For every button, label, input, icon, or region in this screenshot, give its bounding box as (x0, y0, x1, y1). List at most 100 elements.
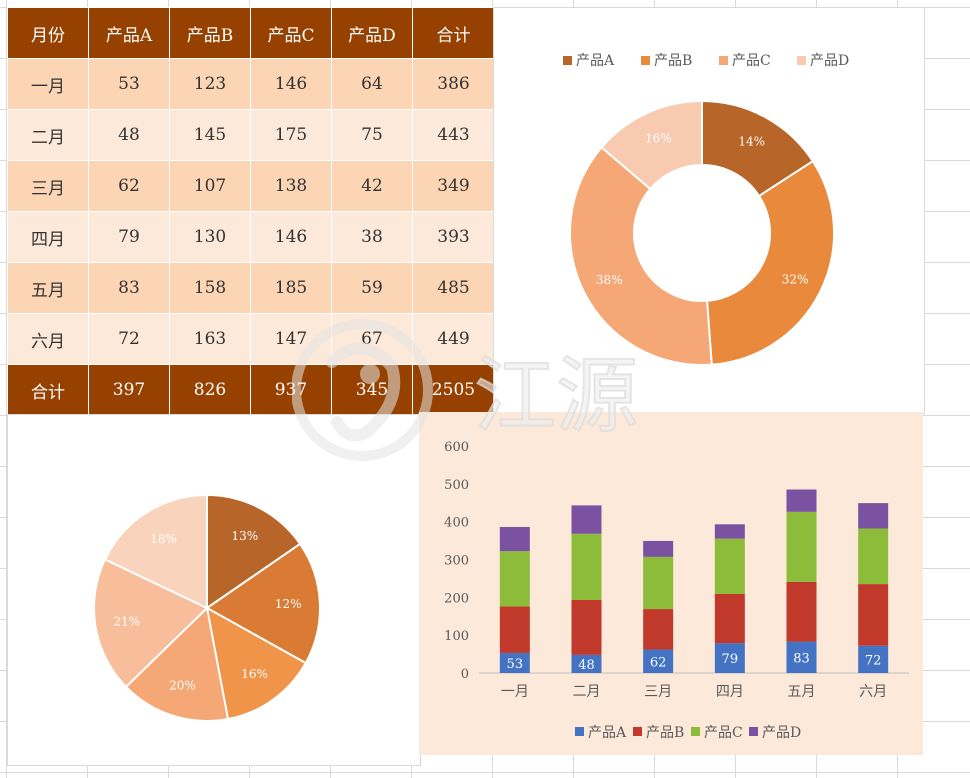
bar-segment (499, 606, 530, 653)
table-cell[interactable]: 443 (412, 109, 495, 161)
table-cell[interactable]: 146 (250, 211, 332, 263)
table-cell[interactable]: 485 (412, 262, 495, 314)
legend-swatch (691, 727, 700, 736)
pie-chart-panel[interactable]: 13% 12% 16% 20% 21% 18% (7, 414, 421, 766)
table-cell[interactable]: 393 (412, 211, 495, 263)
y-tick-label: 500 (444, 478, 469, 493)
table-cell[interactable]: 62 (88, 160, 170, 212)
donut-chart: 产品A 产品B 产品C 产品D 14% 32% 38% 16% (563, 53, 849, 366)
table-row: 五月 83 158 185 59 485 (7, 262, 495, 314)
x-tick-label: 一月 (501, 684, 529, 700)
bar-segment (571, 599, 602, 655)
table-header-row: 月份 产品A 产品B 产品C 产品D 合计 (7, 7, 495, 59)
stacked-bar-chart: 0 100 200 300 400 500 600 53 一月 48 二月 62 三月 79 四月 83 五月 7… (444, 440, 909, 741)
header-cell[interactable]: 产品D (331, 7, 413, 59)
data-label: 20% (169, 679, 196, 693)
data-label: 83 (793, 651, 810, 666)
legend-swatch (633, 727, 642, 736)
table-row: 一月 53 123 146 64 386 (7, 58, 495, 110)
table-cell[interactable]: 937 (250, 364, 332, 416)
table-cell[interactable]: 138 (250, 160, 332, 212)
header-cell[interactable]: 月份 (7, 7, 89, 59)
legend-label: 产品A (576, 53, 615, 69)
bar-chart-panel[interactable]: 0 100 200 300 400 500 600 53 一月 48 二月 62 三月 79 四月 83 五月 7… (419, 412, 923, 755)
bar-segment (571, 533, 602, 600)
table-cell[interactable]: 449 (412, 313, 495, 365)
x-tick-label: 六月 (859, 684, 887, 700)
table-cell[interactable]: 397 (88, 364, 170, 416)
table-cell[interactable]: 72 (88, 313, 170, 365)
header-cell[interactable]: 产品A (88, 7, 170, 59)
table-cell[interactable]: 130 (169, 211, 251, 263)
donut-slice (600, 99, 703, 191)
table-cell[interactable]: 59 (331, 262, 413, 314)
pie-slice (205, 542, 321, 665)
donut-chart-panel[interactable]: 产品A 产品B 产品C 产品D 14% 32% 38% 16% (493, 7, 925, 414)
bar-segment (643, 609, 674, 650)
table-cell[interactable]: 二月 (7, 109, 89, 161)
table-cell[interactable]: 2505 (412, 364, 495, 416)
table-cell[interactable]: 386 (412, 58, 495, 110)
table-cell[interactable]: 53 (88, 58, 170, 110)
table-cell[interactable]: 67 (331, 313, 413, 365)
table-cell[interactable]: 345 (331, 364, 413, 416)
bar-segment (786, 641, 817, 673)
data-label: 38% (596, 273, 623, 287)
table-cell[interactable]: 一月 (7, 58, 89, 110)
y-tick-label: 100 (444, 629, 469, 644)
data-label: 32% (782, 272, 809, 286)
donut-slice (705, 159, 835, 366)
legend-swatch (563, 56, 572, 65)
table-cell[interactable]: 83 (88, 262, 170, 314)
bar-segment (786, 511, 817, 582)
table-cell[interactable]: 107 (169, 160, 251, 212)
table-cell[interactable]: 48 (88, 109, 170, 161)
y-tick-label: 600 (444, 440, 469, 455)
pie-chart: 13% 12% 16% 20% 21% 18% (93, 493, 321, 722)
bar-segment (786, 581, 817, 642)
legend-label: 产品C (732, 53, 771, 69)
table-cell[interactable]: 147 (250, 313, 332, 365)
bar-segment (858, 528, 889, 585)
data-label: 79 (722, 652, 739, 667)
table-cell[interactable]: 163 (169, 313, 251, 365)
table-cell[interactable]: 158 (169, 262, 251, 314)
bar-segment (858, 584, 889, 646)
table-cell[interactable]: 合计 (7, 364, 89, 416)
table-cell[interactable]: 145 (169, 109, 251, 161)
table-cell[interactable]: 79 (88, 211, 170, 263)
header-cell[interactable]: 产品B (169, 7, 251, 59)
table-row: 四月 79 130 146 38 393 (7, 211, 495, 263)
table-cell[interactable]: 五月 (7, 262, 89, 314)
pie-slice (103, 493, 208, 610)
table-cell[interactable]: 64 (331, 58, 413, 110)
table-cell[interactable]: 146 (250, 58, 332, 110)
header-cell[interactable]: 产品C (250, 7, 332, 59)
legend-label: 产品D (810, 53, 849, 69)
table-cell[interactable]: 185 (250, 262, 332, 314)
table-total-row: 合计 397 826 937 345 2505 (7, 364, 495, 416)
x-tick-label: 三月 (644, 684, 672, 700)
header-cell[interactable]: 合计 (412, 7, 495, 59)
table-row: 三月 62 107 138 42 349 (7, 160, 495, 212)
bar-segment (714, 643, 745, 673)
table-cell[interactable]: 826 (169, 364, 251, 416)
table-cell[interactable]: 六月 (7, 313, 89, 365)
legend-label: 产品C (704, 725, 743, 741)
data-label: 53 (507, 657, 524, 672)
table-cell[interactable]: 38 (331, 211, 413, 263)
table-cell[interactable]: 75 (331, 109, 413, 161)
table-cell[interactable]: 四月 (7, 211, 89, 263)
x-tick-label: 五月 (788, 684, 816, 700)
table-cell[interactable]: 349 (412, 160, 495, 212)
bar-segment (714, 538, 745, 594)
data-label: 21% (113, 614, 140, 628)
y-tick-label: 0 (461, 667, 469, 682)
table-cell[interactable]: 三月 (7, 160, 89, 212)
data-label: 14% (738, 135, 765, 149)
table-cell[interactable]: 175 (250, 109, 332, 161)
table-cell[interactable]: 42 (331, 160, 413, 212)
table-cell[interactable]: 123 (169, 58, 251, 110)
data-label: 48 (578, 658, 595, 673)
bar-segment (714, 593, 745, 644)
